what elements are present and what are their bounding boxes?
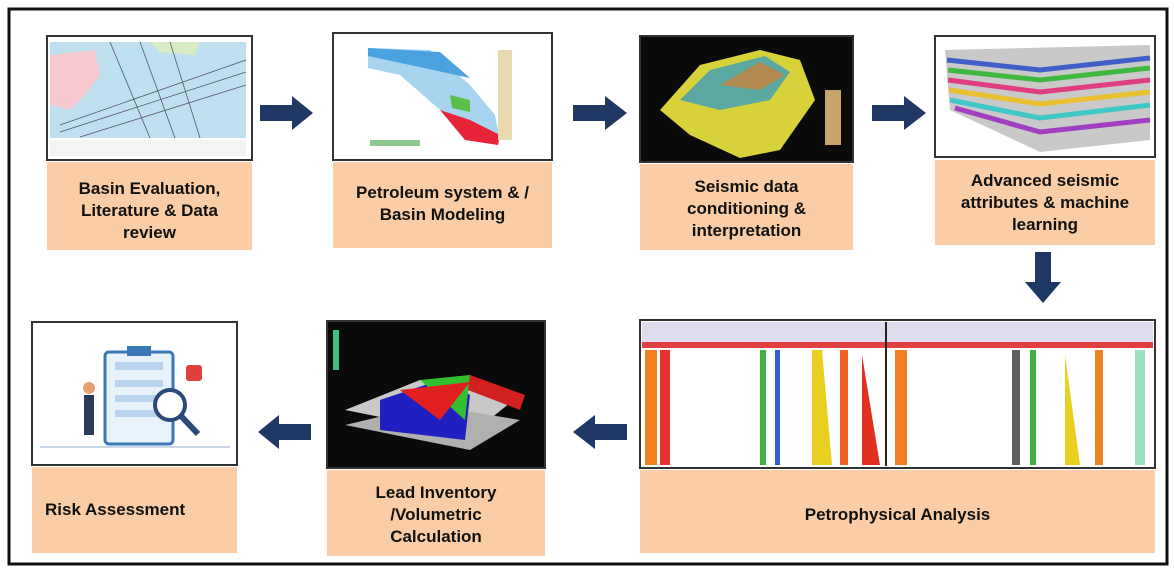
step-label: Lead Inventory /Volumetric Calculation (327, 470, 545, 556)
arrow-left (258, 415, 311, 449)
well-log-image (640, 320, 1155, 468)
step-text: Lead Inventory /Volumetric Calculation (361, 482, 511, 548)
arrow-down (1025, 252, 1061, 303)
step-text: Seismic data conditioning & interpretati… (677, 176, 817, 242)
step-label: Basin Evaluation, Literature & Data revi… (47, 162, 252, 250)
attribute-cube-image (935, 36, 1155, 157)
step-text: Basin Evaluation, Literature & Data revi… (65, 178, 235, 244)
step-label: Petrophysical Analysis (640, 470, 1155, 553)
step-text: Petroleum system & / Basin Modeling (355, 182, 530, 226)
step-label: Seismic data conditioning & interpretati… (640, 164, 853, 250)
arrow-right (260, 96, 313, 130)
arrow-left (573, 415, 627, 449)
step-text: Risk Assessment (45, 499, 237, 521)
step-text: Advanced seismic attributes & machine le… (955, 170, 1135, 236)
step-label: Advanced seismic attributes & machine le… (935, 160, 1155, 245)
step-label: Petroleum system & / Basin Modeling (333, 162, 552, 248)
volumetric-image (327, 321, 545, 468)
step-text: Petrophysical Analysis (640, 504, 1155, 526)
step-label: Risk Assessment (32, 467, 237, 553)
diagram: Basin Evaluation, Literature & Data revi… (0, 0, 1174, 569)
seismic-surface-image (640, 36, 853, 162)
arrow-right (872, 96, 926, 130)
basin-model-image (333, 33, 552, 160)
arrow-right (573, 96, 627, 130)
risk-image (32, 322, 237, 465)
map-image (47, 36, 252, 160)
